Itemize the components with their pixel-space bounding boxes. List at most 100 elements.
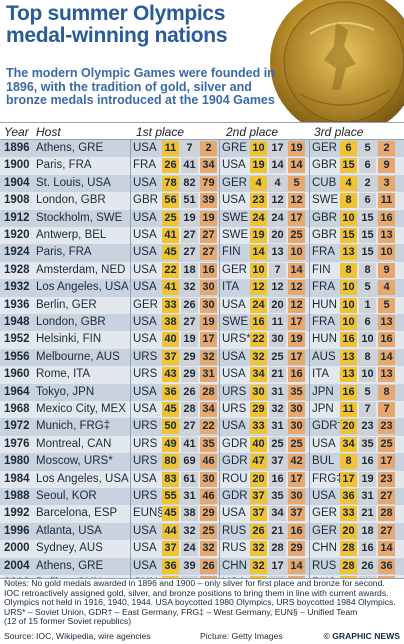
silver-count: 30 xyxy=(269,332,286,348)
column-divider xyxy=(309,366,310,384)
table-row: 1904 St. Louis, USA USA 78 82 79 GER 4 4 5 CUB 4 2 3 xyxy=(0,174,404,193)
row-year: 1928 xyxy=(4,263,30,276)
column-divider xyxy=(219,157,220,175)
bronze-count: 46 xyxy=(200,454,217,470)
gold-count: 16 xyxy=(250,315,267,330)
column-divider xyxy=(219,488,220,506)
bronze-count: 32 xyxy=(200,349,217,365)
place-2-country: SWE xyxy=(222,316,249,328)
gold-count: 40 xyxy=(250,436,267,452)
column-divider xyxy=(219,383,220,401)
bronze-count: 35 xyxy=(200,436,217,452)
gold-count: 11 xyxy=(340,402,357,417)
silver-count: 69 xyxy=(181,454,198,470)
row-year: 2004 xyxy=(4,559,30,572)
column-divider xyxy=(309,157,310,175)
silver-count: 21 xyxy=(359,506,376,522)
gold-count: 4 xyxy=(340,175,357,191)
bronze-count: 14 xyxy=(288,558,305,574)
row-host: Amsterdam, NED xyxy=(36,263,126,276)
gold-count: 26 xyxy=(250,523,267,539)
row-year: 1956 xyxy=(4,350,30,363)
gold-count: 26 xyxy=(162,158,179,174)
gold-count: 45 xyxy=(162,245,179,261)
row-host: Mexico City, MEX xyxy=(36,403,126,415)
bronze-count: 30 xyxy=(288,419,305,435)
row-year: 1920 xyxy=(4,229,30,241)
place-3-country: CHN xyxy=(312,542,337,555)
place-1-country: URS xyxy=(133,420,158,433)
gold-count: 20 xyxy=(340,523,357,539)
table-row: 1960 Rome, ITA URS 43 29 31 USA 34 21 16 ITA 13 10 13 xyxy=(0,366,404,384)
bronze-count: 23 xyxy=(378,471,395,487)
place-3-country: GBR xyxy=(312,229,337,241)
silver-count: 15 xyxy=(359,228,376,243)
place-2-country: USA xyxy=(222,420,246,433)
gold-count: 37 xyxy=(250,489,267,504)
table-row: 1912 Stockholm, SWE USA 25 19 19 SWE 24 24 17 GBR 1… xyxy=(0,209,404,227)
silver-count: 2 xyxy=(359,175,376,191)
gold-count: 41 xyxy=(162,280,179,296)
gold-count: 15 xyxy=(340,158,357,174)
row-year: 1972 xyxy=(4,420,30,433)
gold-count: 24 xyxy=(250,210,267,226)
column-divider xyxy=(130,366,131,384)
column-divider xyxy=(130,505,131,523)
place-2-country: ROU xyxy=(222,472,248,485)
bronze-count: 23 xyxy=(378,419,395,435)
gold-count: 34 xyxy=(250,367,267,383)
gold-count: 49 xyxy=(162,436,179,452)
gold-count: 25 xyxy=(162,210,179,226)
place-3-country: FRA xyxy=(312,281,335,294)
place-2-country: ITA xyxy=(222,281,240,294)
place-3-country: GBR xyxy=(312,159,337,172)
bronze-count: 27 xyxy=(378,489,395,504)
bronze-count: 32 xyxy=(200,541,217,557)
silver-count: 8 xyxy=(359,262,376,278)
bronze-count: 16 xyxy=(200,262,217,278)
note-line: IOC retroactively assigned gold, silver,… xyxy=(4,587,389,598)
intro-text: The modern Olympic Games were founded in… xyxy=(6,66,275,108)
column-divider xyxy=(130,331,131,349)
brand-credit: © GRAPHIC NEWS xyxy=(323,631,400,641)
header-third-place: 3rd place xyxy=(314,125,364,139)
bronze-count: 25 xyxy=(200,523,217,539)
bronze-count: 10 xyxy=(378,245,395,261)
row-host: Paris, FRA xyxy=(36,159,92,172)
bronze-count: 2 xyxy=(378,141,395,156)
bronze-count: 39 xyxy=(200,193,217,209)
table-row: 1936 Berlin, GER GER 33 26 30 USA 24 20 12 HUN 10 1 5 xyxy=(0,296,404,314)
row-host: Montreal, CAN xyxy=(36,437,112,450)
gold-count: 8 xyxy=(340,262,357,278)
table-row: 1972 Munich, FRG‡ URS 50 27 22 USA 33 31 30 GDR† 20… xyxy=(0,418,404,436)
header-host: Host xyxy=(36,125,61,139)
place-2-country: USA xyxy=(222,368,246,381)
bronze-count: 13 xyxy=(378,367,395,383)
gold-count: 78 xyxy=(162,175,179,191)
bronze-count: 19 xyxy=(288,141,305,156)
column-divider xyxy=(130,522,131,541)
place-1-country: USA xyxy=(133,281,157,294)
bronze-count: 26 xyxy=(200,558,217,574)
row-year: 1996 xyxy=(4,524,30,537)
place-1-country: USA xyxy=(133,316,157,328)
silver-count: 19 xyxy=(181,332,198,348)
table-row: 1908 London, GBR GBR 56 51 39 USA 23 12 12 SWE 8 6 11 xyxy=(0,192,404,210)
place-1-country: USA xyxy=(133,229,157,241)
gold-count: 36 xyxy=(340,489,357,504)
column-divider xyxy=(309,244,310,262)
row-year: 1932 xyxy=(4,281,30,294)
column-divider xyxy=(130,279,131,297)
silver-count: 28 xyxy=(269,541,286,557)
bronze-count: 36 xyxy=(378,558,395,574)
column-divider xyxy=(219,540,220,558)
place-2-country: RUS xyxy=(222,542,247,555)
silver-count: 29 xyxy=(181,367,198,383)
table-row: 1920 Antwerp, BEL USA 41 27 27 SWE 19 20 25 GBR 15 1… xyxy=(0,227,404,245)
column-divider xyxy=(309,209,310,227)
silver-count: 17 xyxy=(269,141,286,156)
table-row: 1996 Atlanta, USA USA 44 32 25 RUS 26 21 16 GER 20 1… xyxy=(0,522,404,541)
place-2-country: RUS xyxy=(222,524,247,537)
bronze-count: 28 xyxy=(378,506,395,522)
header-first-place: 1st place xyxy=(136,125,185,139)
